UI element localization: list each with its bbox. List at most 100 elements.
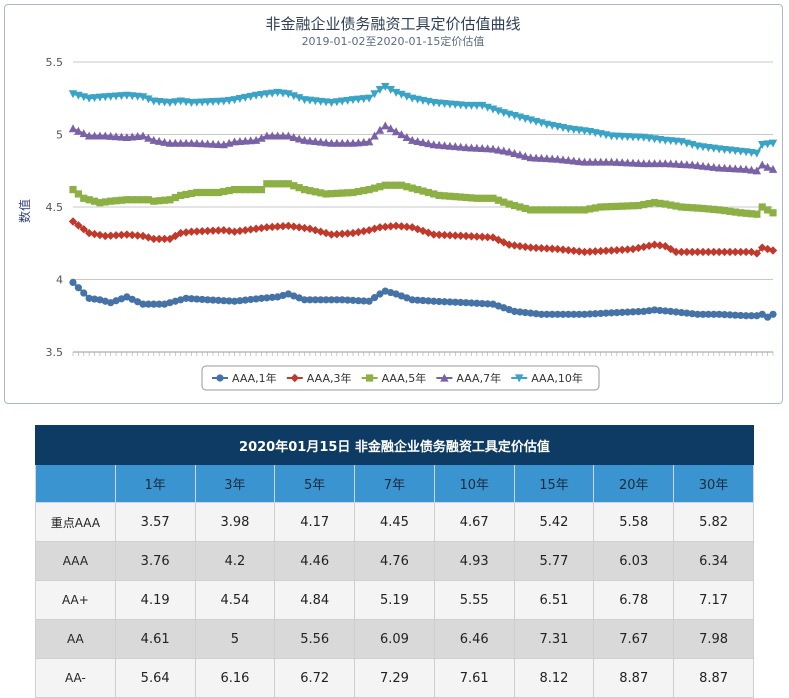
data-point: [154, 234, 164, 244]
header-corner: [35, 464, 116, 503]
data-point: [348, 96, 358, 105]
data-point: [176, 138, 185, 147]
data-point: [123, 293, 131, 301]
data-point: [80, 289, 88, 297]
data-point: [500, 198, 508, 206]
data-point: [138, 93, 148, 102]
data-point: [246, 225, 255, 234]
data-point: [257, 91, 266, 100]
data-point: [472, 101, 482, 110]
data-point: [182, 294, 190, 302]
legend-item: AAA,7年: [436, 371, 501, 385]
data-point: [505, 200, 513, 208]
data-point: [435, 297, 443, 306]
data-point: [204, 296, 212, 304]
data-point: [424, 297, 432, 305]
data-point: [768, 164, 778, 173]
data-point: [752, 166, 762, 175]
data-point: [193, 295, 201, 303]
data-point: [580, 310, 589, 318]
data-point: [424, 188, 432, 197]
data-point: [564, 246, 573, 255]
legend-item: AAA,1年: [212, 371, 277, 385]
data-point: [332, 138, 342, 147]
data-point: [359, 95, 368, 104]
table-cell: 8.87: [673, 658, 754, 698]
data-point: [585, 247, 595, 256]
data-point: [187, 99, 196, 107]
data-point: [693, 161, 702, 170]
table-cell: 3.98: [194, 502, 276, 542]
data-point: [252, 295, 260, 303]
data-point: [462, 299, 470, 307]
data-point: [737, 311, 745, 320]
data-point: [618, 132, 627, 141]
data-point: [656, 306, 664, 315]
data-point: [585, 157, 595, 166]
data-point: [667, 307, 675, 315]
data-point: [160, 300, 169, 308]
data-point: [408, 135, 417, 144]
data-point: [381, 121, 390, 130]
data-point: [591, 204, 599, 212]
data-point: [483, 144, 492, 153]
data-point: [408, 296, 416, 304]
data-point: [111, 92, 121, 101]
data-point: [596, 246, 605, 256]
data-point: [403, 183, 411, 191]
data-point: [510, 307, 519, 315]
data-point: [628, 133, 638, 142]
data-point: [747, 165, 756, 174]
data-point: [693, 247, 702, 257]
data-point: [445, 141, 455, 150]
data-point: [214, 188, 222, 197]
data-point: [709, 247, 718, 257]
data-point: [160, 137, 169, 146]
data-point: [68, 124, 78, 133]
data-point: [461, 143, 471, 152]
data-point: [74, 126, 83, 135]
data-point: [268, 131, 277, 140]
y-tick-label: 4: [56, 274, 63, 287]
data-point: [688, 310, 696, 318]
data-point: [694, 204, 702, 212]
data-point: [343, 138, 352, 147]
data-point: [219, 226, 228, 235]
data-point: [484, 300, 492, 308]
data-point: [607, 202, 616, 211]
data-point: [101, 231, 110, 241]
data-point: [467, 101, 476, 110]
data-point: [601, 246, 611, 255]
data-point: [204, 188, 212, 197]
data-point: [526, 243, 535, 252]
data-point: [101, 93, 110, 102]
table-cell: 5: [194, 619, 276, 659]
data-point: [618, 308, 626, 316]
data-point: [193, 188, 201, 197]
data-point: [629, 202, 637, 210]
table-cell: 4.61: [114, 619, 196, 659]
data-point: [758, 160, 767, 169]
column-header: 30年: [673, 464, 754, 503]
data-point: [446, 298, 454, 306]
data-point: [569, 246, 578, 255]
data-point: [758, 203, 766, 211]
data-point: [763, 244, 772, 254]
data-point: [741, 164, 751, 173]
data-point: [208, 98, 218, 107]
data-point: [364, 137, 374, 146]
data-point: [219, 97, 228, 106]
data-point: [478, 194, 486, 202]
legend[interactable]: AAA,1年 AAA,3年 AAA,5年 AAA,7年 AAA,10年: [201, 365, 600, 391]
data-point: [521, 308, 529, 317]
data-point: [95, 131, 105, 140]
table-cell: 6.46: [433, 619, 515, 659]
data-point: [531, 243, 541, 253]
data-point: [564, 206, 572, 214]
chart-panel: 非金融企业债务融资工具定价估值曲线 2019-01-02至2020-01-15定…: [4, 4, 783, 404]
data-point: [462, 193, 470, 202]
data-point: [107, 197, 115, 205]
table-cell: 7.29: [354, 658, 435, 698]
data-point: [451, 142, 460, 151]
row-label: AAA: [35, 541, 116, 581]
